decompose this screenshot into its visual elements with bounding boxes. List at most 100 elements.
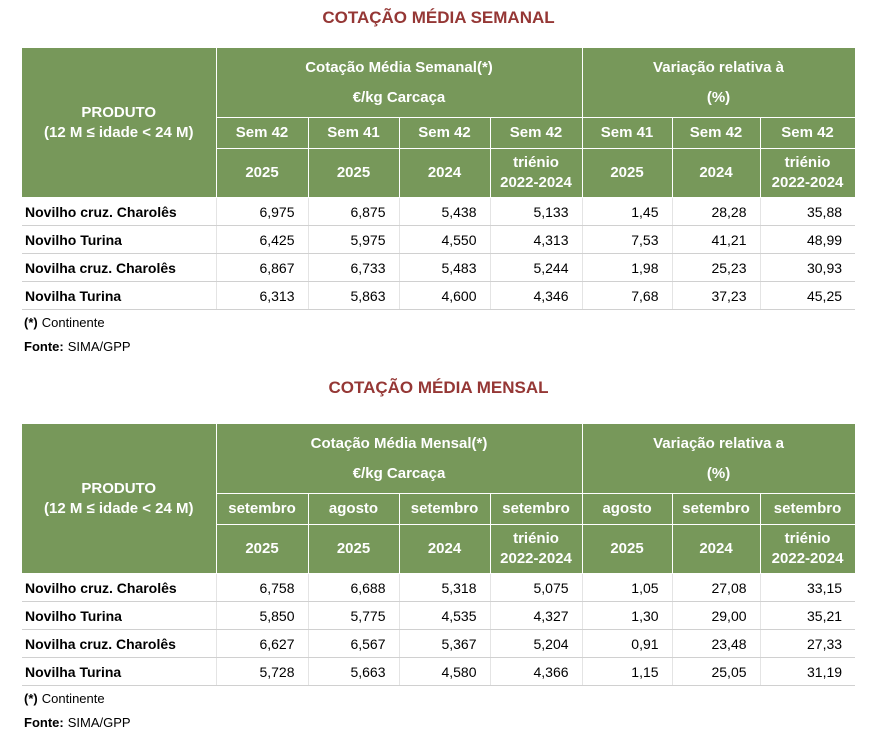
period-header: setembro — [759, 493, 856, 525]
section-title: COTAÇÃO MÉDIA SEMANAL — [322, 8, 555, 27]
period-header: setembro — [671, 493, 761, 525]
period-header: agosto — [307, 493, 400, 525]
table-header: PRODUTO (12 M ≤ idade < 24 M) Cotação Médi… — [22, 423, 856, 574]
product-name: Novilha Turina — [22, 657, 217, 686]
value-cell: 1,05 — [582, 573, 673, 602]
value-cell: 6,867 — [216, 253, 309, 282]
product-header: PRODUTO (12 M ≤ idade < 24 M) — [22, 423, 217, 574]
data-row: Novilho cruz. Charolês 6,758 6,688 5,318 5,0… — [22, 573, 856, 602]
year-header: triénio 2022-2024 — [489, 524, 583, 574]
value-cell: 6,733 — [308, 253, 400, 282]
header-line: 2024 — [427, 540, 462, 557]
value-cell: 5,244 — [490, 253, 583, 282]
period-header: Sem 41 — [581, 117, 673, 149]
value-cell: 4,346 — [490, 281, 583, 310]
data-row: Novilha Turina 6,313 5,863 4,600 4,346 7,68 37… — [22, 281, 856, 310]
table-body: Novilho cruz. Charolês 6,975 6,875 5,438 5,1… — [22, 197, 856, 310]
header-line: 2022-2024 — [500, 174, 572, 191]
period-header: agosto — [581, 493, 673, 525]
data-row: Novilho cruz. Charolês 6,975 6,875 5,438 5,1… — [22, 197, 856, 226]
value-cell: 6,875 — [308, 197, 400, 226]
value-cell: 5,204 — [490, 629, 583, 658]
period-header: Sem 42 — [759, 117, 856, 149]
footnote-text: Continente — [41, 315, 105, 330]
header-line: 2024 — [699, 164, 733, 181]
footnote-mark: (*) — [24, 691, 38, 706]
header-line: PRODUTO — [81, 479, 157, 497]
value-cell: 4,313 — [490, 225, 583, 254]
group-header: Cotação Média Mensal(*) €/kg Carcaça — [215, 423, 583, 494]
value-cell: 5,075 — [490, 573, 583, 602]
footnote-text: Continente — [41, 691, 105, 706]
source: Fonte: SIMA/GPP — [24, 715, 131, 730]
value-cell: 5,863 — [308, 281, 400, 310]
header-line: Cotação Média Mensal(*) — [310, 434, 488, 452]
data-row: Novilha Turina 5,728 5,663 4,580 4,366 1,15 25… — [22, 657, 856, 686]
value-cell: 1,45 — [582, 197, 673, 226]
value-cell: 45,25 — [760, 281, 856, 310]
value-cell: 27,08 — [672, 573, 761, 602]
header-line: 2022-2024 — [771, 550, 844, 567]
value-cell: 23,48 — [672, 629, 761, 658]
value-cell: 6,425 — [216, 225, 309, 254]
header-line: Cotação Média Semanal(*) — [305, 58, 493, 76]
group-header: Cotação Média Semanal(*) €/kg Carcaça — [215, 47, 583, 118]
header-line: triénio — [784, 530, 831, 547]
value-cell: 5,367 — [399, 629, 491, 658]
data-row: Novilha cruz. Charolês 6,627 6,567 5,367 5,2… — [22, 629, 856, 658]
product-name: Novilho Turina — [22, 601, 217, 630]
table-body: Novilho cruz. Charolês 6,758 6,688 5,318 5,0… — [22, 573, 856, 686]
data-row: Novilha cruz. Charolês 6,867 6,733 5,483 5,2… — [22, 253, 856, 282]
header-line: 2022-2024 — [500, 550, 572, 567]
value-cell: 4,366 — [490, 657, 583, 686]
value-cell: 28,28 — [672, 197, 761, 226]
period-header: setembro — [398, 493, 491, 525]
year-header: 2024 — [671, 524, 761, 574]
source: Fonte: SIMA/GPP — [24, 339, 131, 354]
section-title: COTAÇÃO MÉDIA MENSAL — [328, 378, 549, 397]
year-header: 2025 — [307, 524, 400, 574]
header-line: 2025 — [336, 164, 371, 181]
value-cell: 6,567 — [308, 629, 400, 658]
year-header: 2025 — [581, 148, 673, 198]
value-cell: 29,00 — [672, 601, 761, 630]
data-row: Novilho Turina 6,425 5,975 4,550 4,313 7,53 41… — [22, 225, 856, 254]
header-line: €/kg Carcaça — [352, 464, 446, 482]
product-name: Novilha cruz. Charolês — [22, 629, 217, 658]
price-table: PRODUTO (12 M ≤ idade < 24 M) Cotação Médi… — [22, 47, 856, 310]
value-cell: 31,19 — [760, 657, 856, 686]
header-line: 2024 — [427, 164, 462, 181]
header-line: triénio — [513, 154, 559, 171]
header-line: (12 M ≤ idade < 24 M) — [43, 123, 194, 141]
product-name: Novilha cruz. Charolês — [22, 253, 217, 282]
header-line: (%) — [706, 88, 731, 106]
group-header: Variação relativa a (%) — [581, 423, 856, 494]
source-text: SIMA/GPP — [67, 715, 131, 730]
header-line: 2025 — [610, 540, 644, 557]
product-name: Novilho cruz. Charolês — [22, 197, 217, 226]
period-header: Sem 42 — [398, 117, 491, 149]
year-header: 2025 — [215, 524, 309, 574]
year-header: 2025 — [215, 148, 309, 198]
price-table: PRODUTO (12 M ≤ idade < 24 M) Cotação Médi… — [22, 423, 856, 686]
source-label: Fonte: — [24, 715, 64, 730]
header-line: 2024 — [699, 540, 733, 557]
year-header: 2025 — [307, 148, 400, 198]
value-cell: 6,313 — [216, 281, 309, 310]
year-header: triénio 2022-2024 — [489, 148, 583, 198]
value-cell: 30,93 — [760, 253, 856, 282]
value-cell: 1,15 — [582, 657, 673, 686]
footnote: (*) Continente — [24, 691, 105, 706]
value-cell: 33,15 — [760, 573, 856, 602]
year-header: triénio 2022-2024 — [759, 148, 856, 198]
value-cell: 1,98 — [582, 253, 673, 282]
footnote: (*) Continente — [24, 315, 105, 330]
footnote-mark: (*) — [24, 315, 38, 330]
product-name: Novilho cruz. Charolês — [22, 573, 217, 602]
value-cell: 4,327 — [490, 601, 583, 630]
header-row: 2025 2025 2024 triénio 2022-2024 2025 2024 trié… — [22, 148, 856, 198]
year-header: triénio 2022-2024 — [759, 524, 856, 574]
period-header: Sem 42 — [215, 117, 309, 149]
period-header: setembro — [489, 493, 583, 525]
